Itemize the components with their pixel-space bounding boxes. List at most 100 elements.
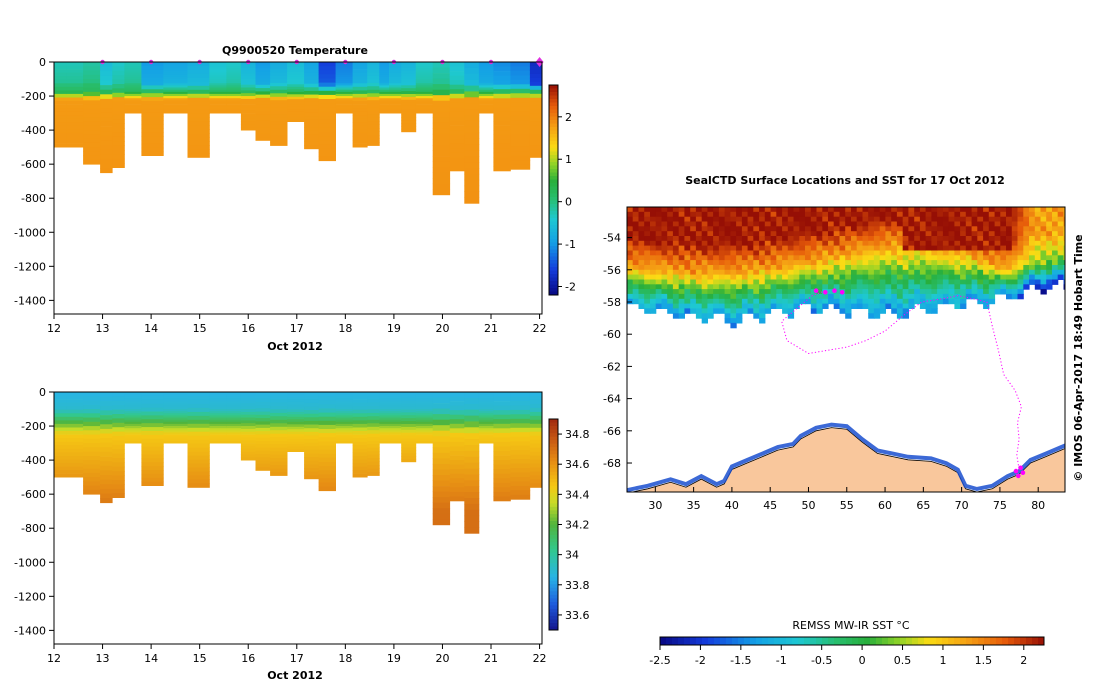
sst-cell (632, 250, 639, 256)
sst-cell (627, 265, 634, 271)
temperature-cell (449, 66, 465, 72)
temperature-cell (379, 62, 390, 65)
salinity-cell (529, 407, 543, 413)
salinity-cell (379, 402, 390, 406)
sst-cell (902, 207, 909, 213)
salinity-section-chart: 0-200-400-600-800-1000-1200-1400 12 13 14 1… (14, 386, 589, 682)
salinity-cell (54, 409, 67, 414)
sst-cell (919, 236, 927, 242)
sst-cell (678, 231, 685, 237)
sst-cell (914, 207, 921, 213)
sst-cell (770, 265, 777, 271)
sst-cell (707, 279, 714, 285)
sst-cell (793, 216, 800, 223)
temperature-cell (389, 87, 402, 90)
sst-cell (690, 255, 697, 261)
salinity-cell (124, 398, 142, 401)
sst-cell (931, 236, 938, 242)
sst-cell (925, 298, 932, 305)
sst-colorbar-swatch (978, 637, 985, 645)
sst-cell (707, 289, 714, 295)
sst-cell (977, 207, 984, 213)
temperature-cell (54, 111, 67, 116)
sst-cell (730, 255, 737, 261)
sst-cell (724, 240, 731, 247)
sst-cell (988, 260, 996, 266)
salinity-cell (124, 406, 142, 410)
temperature-cell (449, 134, 465, 140)
temperature-cell (318, 115, 336, 120)
sst-cell (695, 293, 703, 300)
salinity-cell (478, 421, 494, 425)
sst-cell (931, 308, 938, 314)
sst-cell (655, 236, 662, 242)
sst-cell (988, 289, 996, 295)
temperature-cell (389, 91, 402, 95)
temperature-colorbar-swatch (549, 179, 558, 184)
sst-cell (724, 313, 731, 319)
temperature-cell (529, 62, 543, 67)
sst-cell (954, 250, 961, 256)
temperature-cell (478, 100, 494, 103)
sst-cell (902, 221, 909, 227)
sst-cell (1017, 226, 1024, 232)
salinity-cell (287, 394, 305, 398)
salinity-cell (389, 404, 402, 408)
salinity-cell (112, 405, 125, 410)
sst-cell (960, 250, 967, 256)
sst-cell (845, 245, 852, 251)
temperature-cell (304, 90, 320, 95)
sst-cell (983, 226, 990, 232)
salinity-cell (352, 406, 368, 411)
temperature-cell (389, 64, 402, 67)
sst-cell (914, 255, 921, 261)
sst-cell (965, 221, 973, 227)
temperature-y-axis: 0-200-400-600-800-1000-1200-1400 (14, 56, 54, 307)
salinity-cell (270, 430, 288, 435)
temperature-cell (141, 97, 164, 102)
sst-cell (1006, 231, 1013, 237)
sst-cell (701, 240, 708, 247)
sst-cell (690, 245, 697, 251)
sst-cell (914, 289, 921, 295)
salinity-cell (112, 453, 125, 459)
sst-cell (885, 293, 892, 300)
temperature-cell (187, 145, 210, 150)
salinity-cell (287, 429, 305, 433)
sst-cell (707, 221, 714, 227)
temperature-cell (389, 96, 402, 99)
sst-cell (1017, 207, 1024, 213)
sst-cell (960, 221, 967, 227)
sst-cell (851, 226, 858, 232)
sst-cell (690, 279, 697, 285)
sst-cell (644, 221, 651, 227)
sst-cell (724, 231, 731, 237)
seal-location (1020, 470, 1026, 476)
sst-cell (627, 279, 634, 285)
salinity-cell (379, 404, 390, 408)
sst-cell (759, 226, 766, 232)
sst-cell (971, 250, 978, 256)
sst-cell (1046, 245, 1053, 251)
salinity-cell (163, 394, 188, 397)
temperature-cell (163, 91, 188, 95)
temperature-cell (335, 87, 353, 90)
temperature-cell (124, 102, 142, 105)
sst-cell (994, 231, 1001, 237)
sst-cell (873, 231, 881, 237)
temperature-cell (163, 93, 188, 97)
temperature-cell (478, 104, 494, 108)
sst-cell (925, 255, 932, 261)
sst-cell (707, 293, 714, 300)
sst-cell (672, 313, 680, 319)
salinity-cell (367, 392, 380, 396)
temperature-cell (209, 83, 227, 86)
sst-cell (833, 303, 840, 309)
sst-cell (856, 231, 863, 237)
map-lon-label: 80 (1031, 499, 1045, 512)
sst-cell (873, 221, 881, 227)
salinity-cell (510, 392, 531, 397)
sst-cell (787, 240, 795, 247)
salinity-cell (415, 406, 434, 410)
sst-cell (856, 221, 863, 227)
